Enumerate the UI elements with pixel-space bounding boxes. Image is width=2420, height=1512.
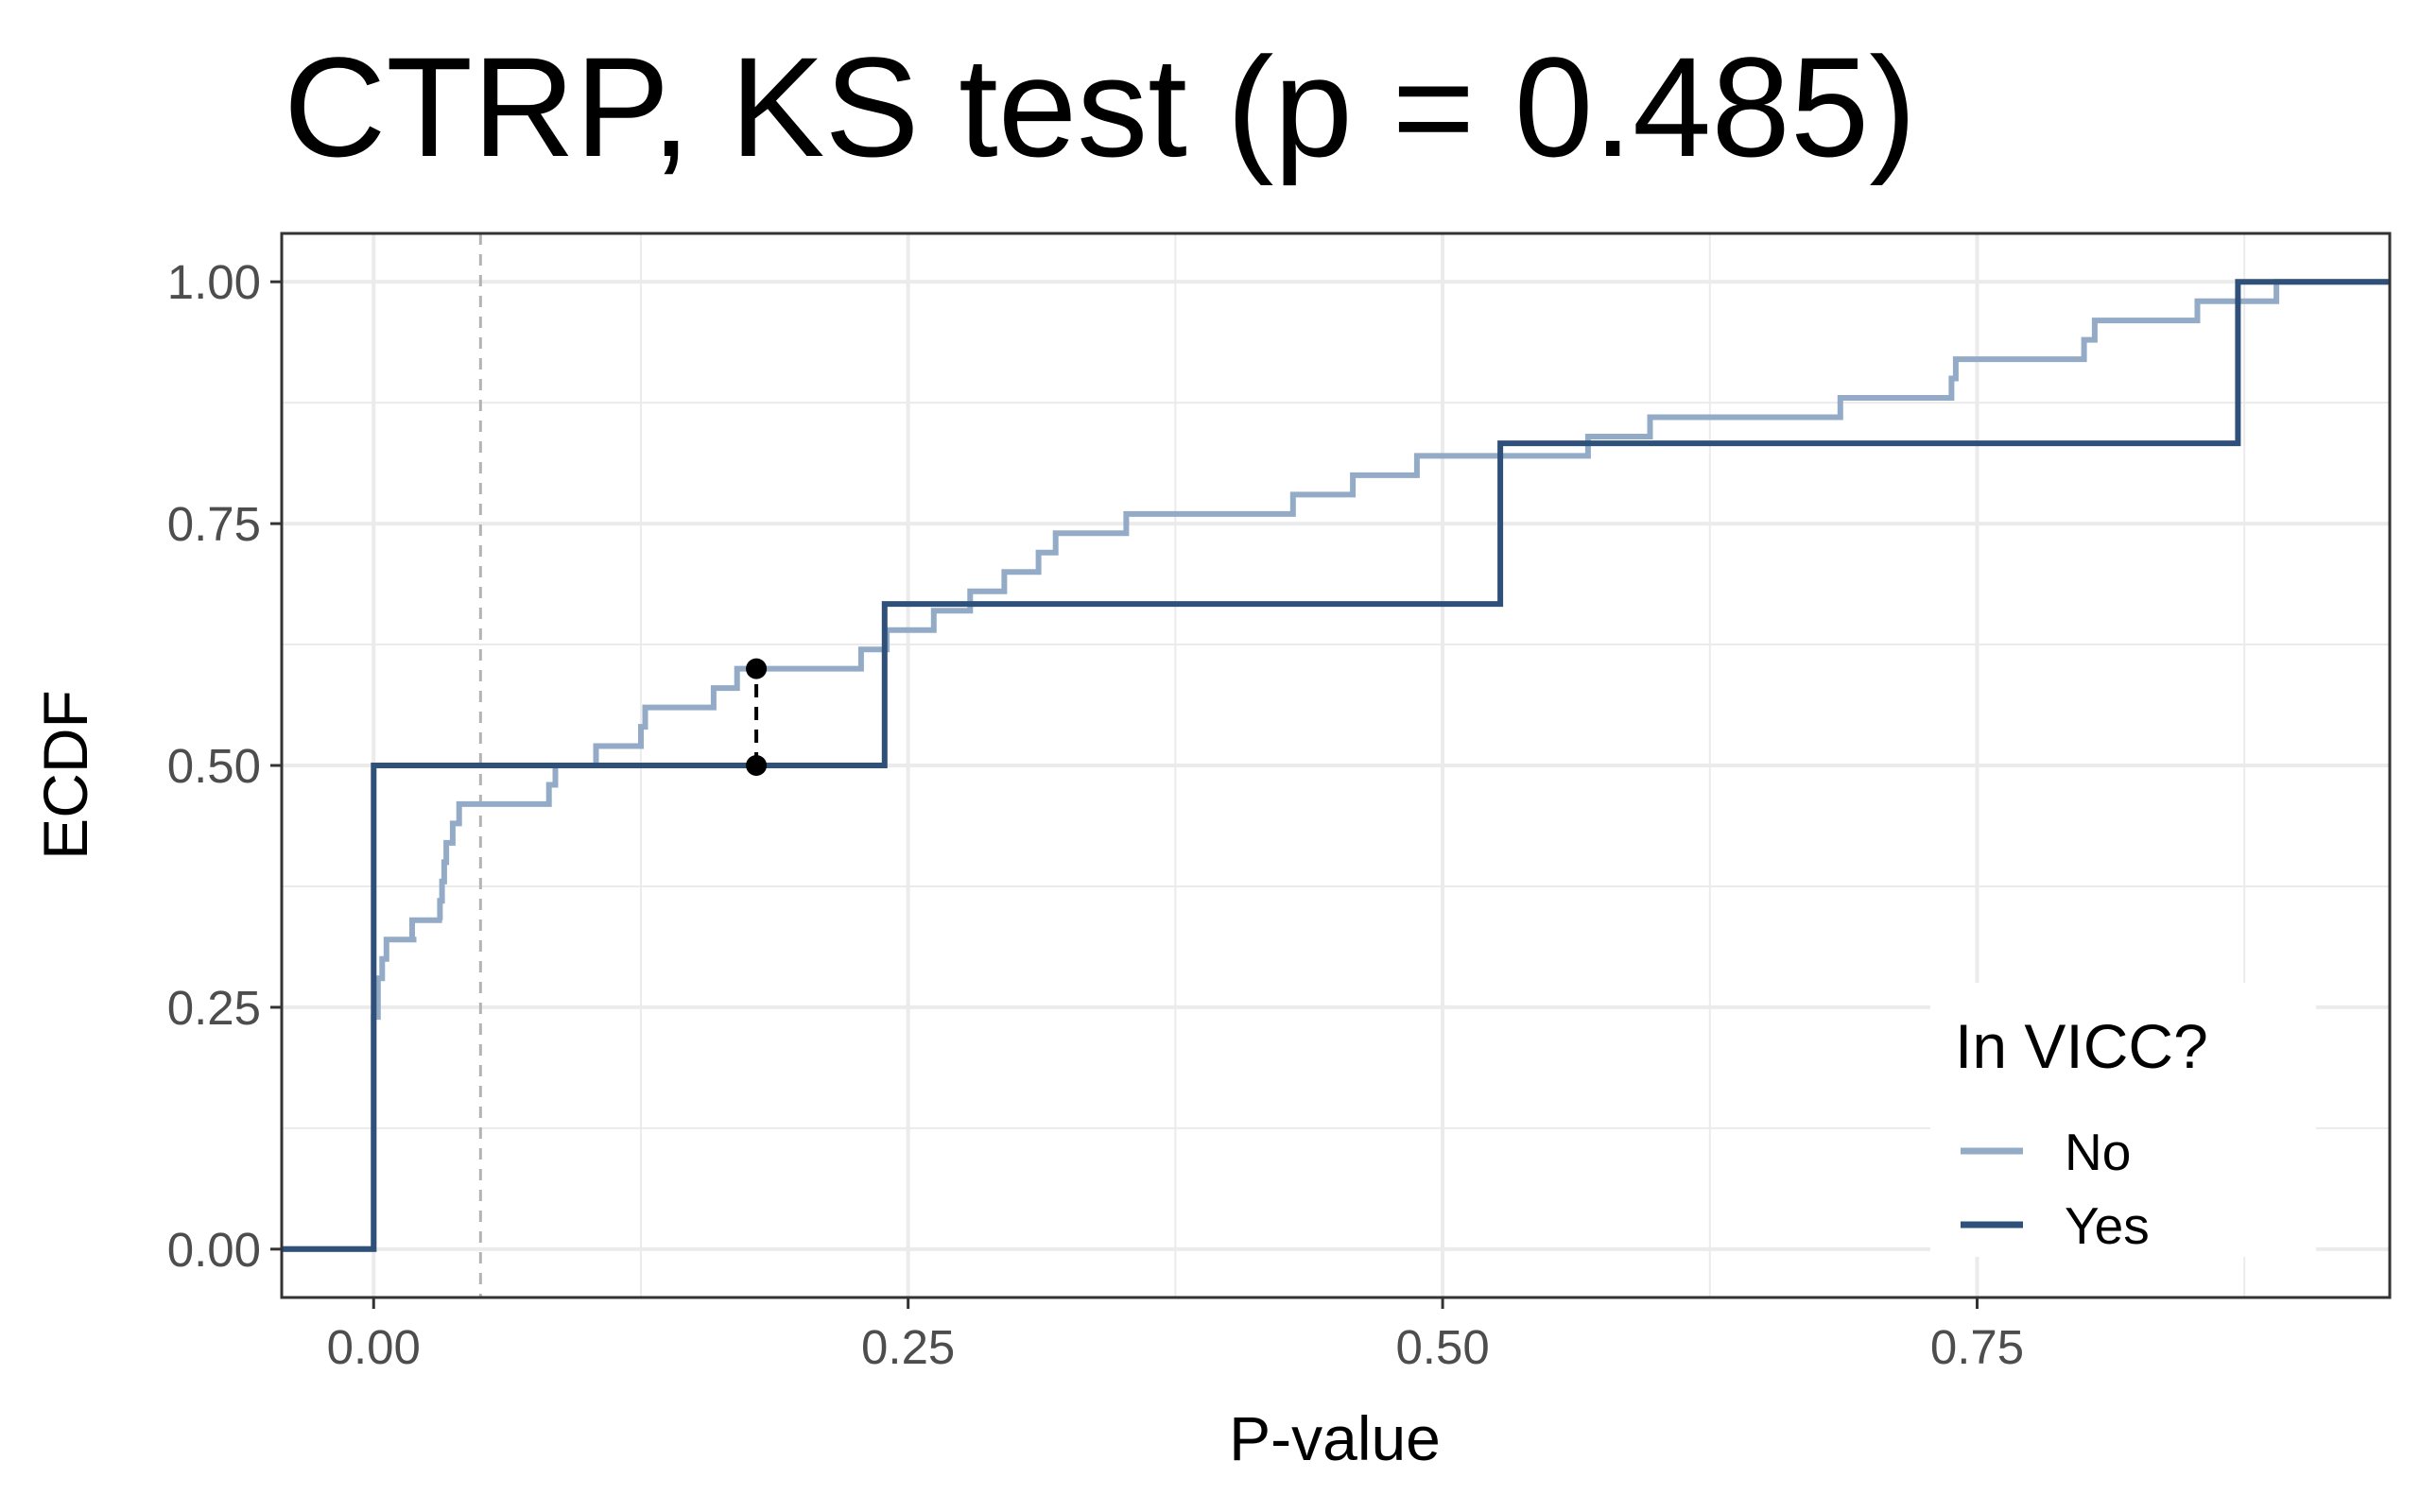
y-tick-label: 0.00: [167, 1223, 261, 1277]
ks-point-upper: [746, 658, 768, 679]
legend-items: No Yes: [1961, 1123, 2150, 1255]
series-line-yes: [282, 279, 2390, 1252]
legend-label-yes: Yes: [2065, 1196, 2150, 1255]
y-tick-label: 0.25: [167, 981, 261, 1035]
legend-title: In VICC?: [1955, 1011, 2208, 1081]
x-tick-label: 0.00: [327, 1320, 421, 1374]
y-axis: 0.00 0.25 0.50 0.75 1.00: [167, 255, 282, 1277]
x-tick-label: 0.75: [1930, 1320, 2024, 1374]
x-axis-title: P-value: [1229, 1403, 1441, 1473]
chart-title: CTRP, KS test (p = 0.485): [284, 27, 1916, 186]
ks-statistic-group: [746, 658, 768, 776]
legend-label-no: No: [2065, 1123, 2131, 1181]
x-axis: 0.00 0.25 0.50 0.75: [327, 1297, 2024, 1374]
y-axis-title: ECDF: [30, 690, 100, 860]
x-tick-label: 0.25: [861, 1320, 955, 1374]
legend: In VICC? No Yes: [1930, 983, 2316, 1257]
y-tick-label: 0.75: [167, 497, 261, 551]
legend-background: [1930, 983, 2316, 1257]
y-tick-label: 0.50: [167, 739, 261, 793]
y-tick-label: 1.00: [167, 255, 261, 309]
x-tick-label: 0.50: [1395, 1320, 1489, 1374]
ks-point-lower: [746, 755, 768, 776]
